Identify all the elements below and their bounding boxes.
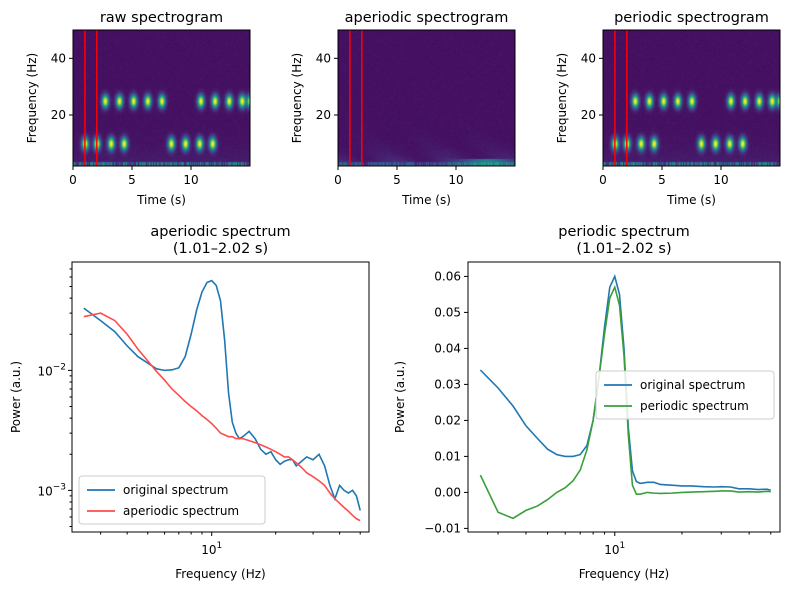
x-tick-label: 10 [183, 173, 198, 187]
legend-label-2: aperiodic spectrum [123, 504, 239, 518]
y-tick-label: 0.05 [434, 305, 461, 319]
chart-title: aperiodic spectrogram [345, 10, 509, 26]
axes-frame [337, 29, 516, 167]
x-tick-label: 0 [599, 173, 607, 187]
y-tick-label: 0.03 [434, 377, 461, 391]
y-tick-label: 10−3 [37, 482, 66, 498]
legend: original spectrum periodic spectrum [595, 370, 775, 420]
spectrogram-image [603, 30, 780, 166]
x-axis-label: Time (s) [401, 193, 451, 207]
axes-frame [602, 29, 781, 167]
x-axis-label: Time (s) [666, 193, 716, 207]
x-axis-label: Time (s) [136, 193, 186, 207]
chart-title-line-1: periodic spectrum [558, 224, 689, 240]
spectrogram-panel-3: 0 5 10 20 40 periodic spectrogram Time (s) Freq… [555, 10, 781, 207]
x-tick-label: 10 [448, 173, 463, 187]
spectrogram-image [338, 30, 515, 166]
legend-label-2: periodic spectrum [640, 399, 749, 413]
y-tick-label: 40 [581, 51, 596, 65]
x-tick-label: 101 [604, 541, 625, 557]
x-tick-label: 0 [334, 173, 342, 187]
legend-box [595, 370, 775, 420]
legend-box [78, 475, 266, 525]
x-tick-label: 5 [658, 173, 666, 187]
y-tick-label: −0.01 [424, 521, 461, 535]
x-tick-label: 0 [69, 173, 77, 187]
chart-title-line-2: (1.01–2.02 s) [576, 241, 671, 257]
y-axis-label: Frequency (Hz) [290, 53, 304, 144]
y-axis-label: Frequency (Hz) [25, 53, 39, 144]
y-tick-label: 20 [316, 108, 331, 122]
y-tick-label: 20 [51, 108, 66, 122]
legend-label-1: original spectrum [123, 483, 228, 497]
spectrogram-panel-2: 0 5 10 20 40 aperiodic spectrogram Time (s) Fre… [290, 10, 516, 207]
x-tick-label: 101 [201, 541, 222, 557]
y-tick-label: 0.06 [434, 269, 461, 283]
chart-title-line-2: (1.01–2.02 s) [173, 241, 268, 257]
series-line-2 [83, 312, 361, 522]
series-line-2 [479, 284, 771, 520]
y-axis-label: Power (a.u.) [393, 361, 407, 433]
chart-title: raw spectrogram [100, 10, 223, 26]
spectrum-panel-2: 101 −0.01 0.00 0.01 0.02 0.03 0.04 0.05 0.06 peri… [393, 224, 781, 581]
series-line-1 [83, 279, 361, 511]
y-axis-label: Frequency (Hz) [555, 53, 569, 144]
chart-title-line-1: aperiodic spectrum [150, 224, 290, 240]
legend-label-1: original spectrum [640, 378, 745, 392]
axes-frame [467, 261, 781, 533]
y-tick-label: 0.02 [434, 413, 461, 427]
x-tick-label: 5 [128, 173, 136, 187]
y-axis-label: Power (a.u.) [9, 361, 23, 433]
y-tick-label: 0.04 [434, 341, 461, 355]
x-tick-label: 10 [713, 173, 728, 187]
x-axis-label: Frequency (Hz) [175, 567, 266, 581]
y-tick-label: 40 [316, 51, 331, 65]
spectrogram-image [73, 30, 250, 166]
y-tick-label: 20 [581, 108, 596, 122]
y-tick-label: 0.00 [434, 485, 461, 499]
spectrogram-panel-1: 0 5 10 20 40 raw spectrogram Time (s) Frequency… [25, 10, 251, 207]
chart-title: periodic spectrogram [614, 10, 769, 26]
y-tick-label: 40 [51, 51, 66, 65]
x-axis-label: Frequency (Hz) [579, 567, 670, 581]
legend: original spectrum aperiodic spectrum [78, 475, 266, 525]
y-tick-label: 10−2 [37, 362, 66, 378]
x-tick-label: 5 [393, 173, 401, 187]
y-tick-label: 0.01 [434, 449, 461, 463]
axes-frame [72, 29, 251, 167]
